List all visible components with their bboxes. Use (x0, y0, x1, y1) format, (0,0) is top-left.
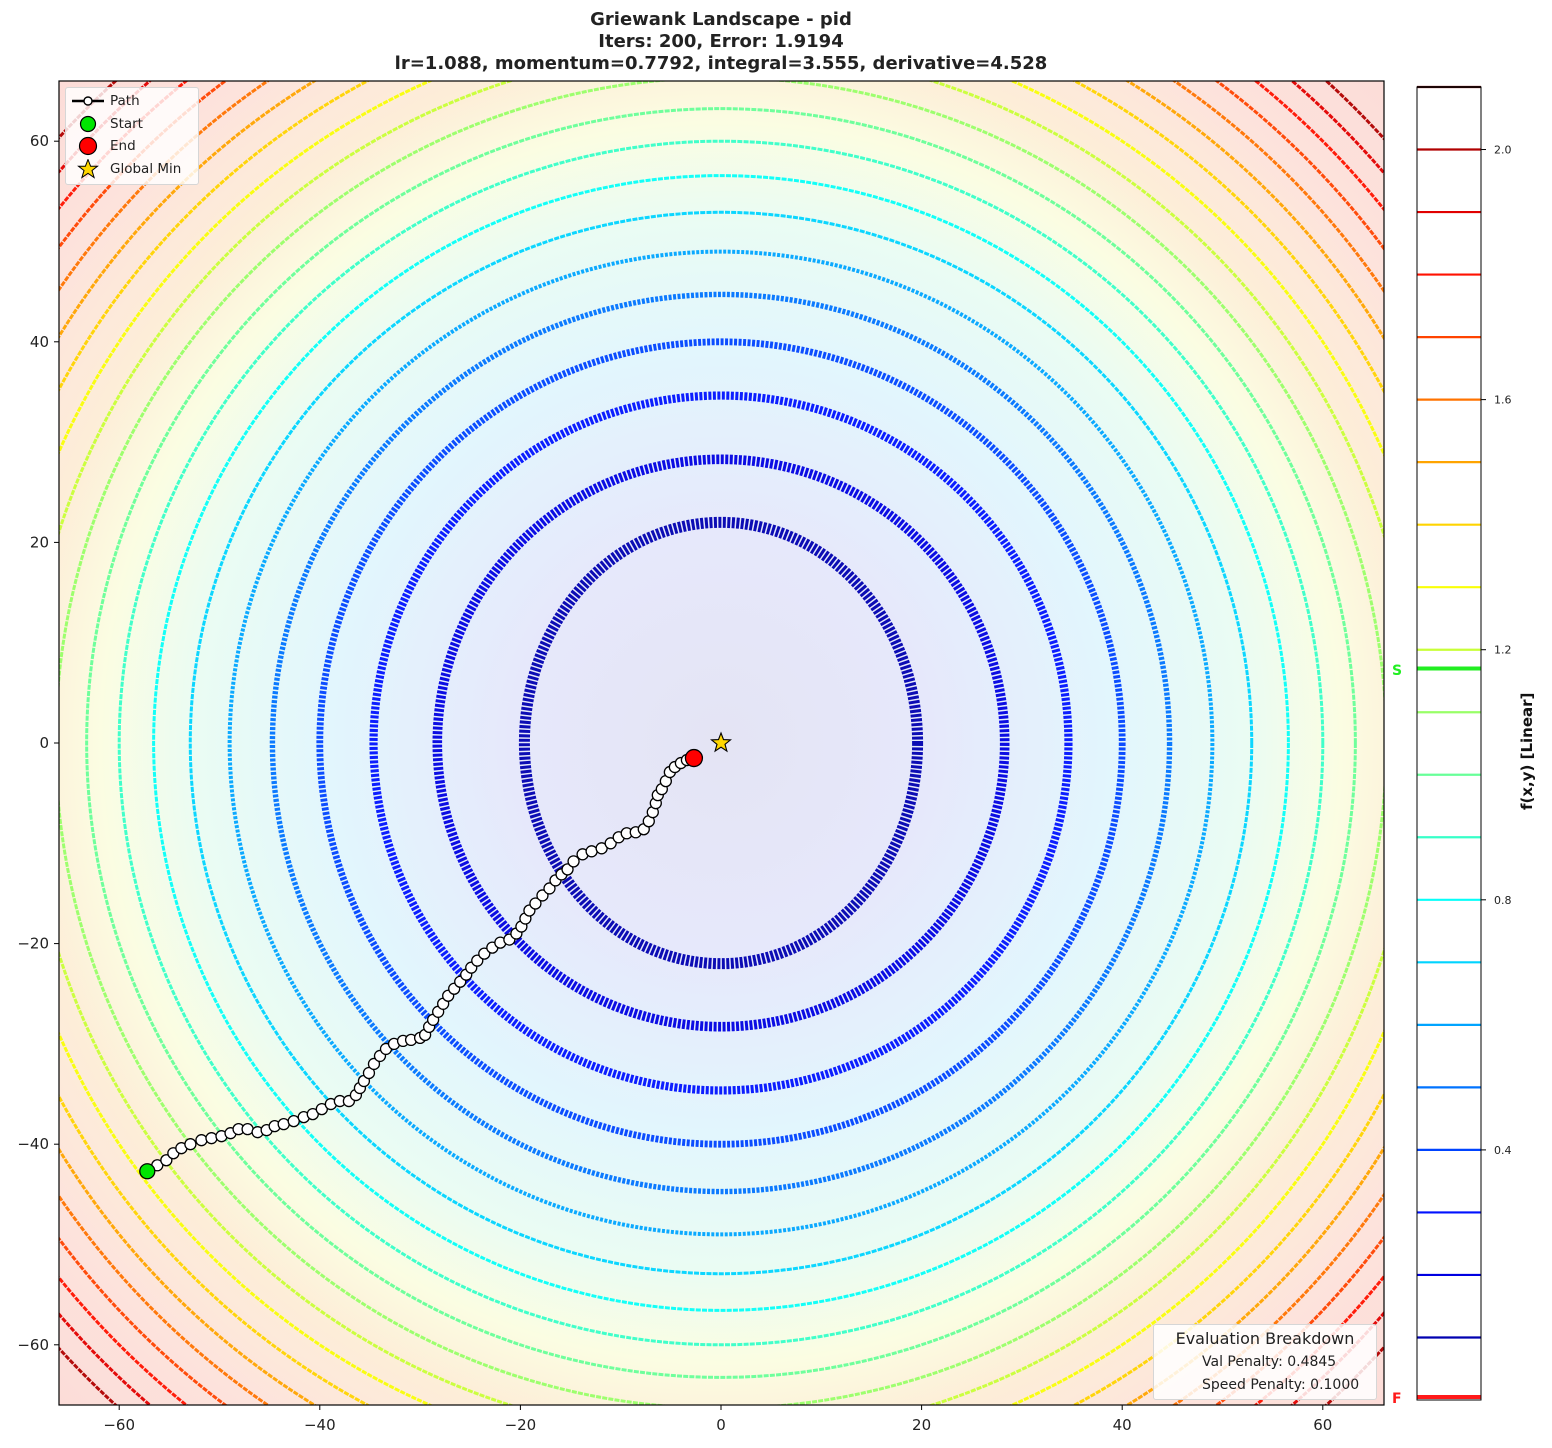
legend-label: Path (110, 93, 140, 109)
y-tick-label: −60 (17, 1336, 49, 1354)
path-point (277, 1117, 290, 1131)
legend-label: End (110, 138, 136, 154)
path-point (585, 845, 598, 858)
contour-ring (152, 174, 1290, 1312)
x-tick-label: −40 (304, 1416, 336, 1434)
red-circle-icon (66, 136, 110, 156)
contour-ring (85, 107, 1357, 1379)
x-tick-label: 60 (1313, 1416, 1332, 1434)
contour-ring (117, 139, 1325, 1347)
colorbar-frame (1416, 86, 1482, 1401)
contour-ring (518, 516, 924, 970)
contour-ring (432, 454, 1010, 1032)
x-tick-label: −60 (103, 1416, 135, 1434)
legend-item-global-min: Global Min (66, 158, 182, 179)
y-tick-label: 60 (30, 132, 49, 150)
path-point (287, 1114, 300, 1128)
x-axis: −60 −40 −20 0 20 40 60 (103, 1405, 1332, 1434)
colorbar-tick-label: 1.6 (1494, 394, 1512, 407)
legend-item-end: End (66, 136, 136, 156)
path-point (529, 897, 542, 910)
y-tick-label: 20 (30, 533, 49, 551)
colorbar-tick-label: 0.4 (1494, 1144, 1512, 1157)
chart-title-line2: Iters: 200, Error: 1.9194 (598, 31, 844, 52)
y-tick-label: −20 (17, 935, 49, 953)
path-point (241, 1123, 254, 1136)
green-circle-icon (66, 114, 110, 134)
contour-ring (227, 249, 1215, 1237)
x-tick-label: 0 (716, 1416, 726, 1434)
colorbar-tick-label: 1.2 (1494, 644, 1512, 657)
contour-ring (269, 291, 1173, 1195)
path-point (367, 1057, 381, 1071)
colorbar-start-marker: S (1392, 663, 1402, 679)
x-tick-label: 40 (1113, 1416, 1132, 1434)
y-tick-label: 0 (39, 734, 49, 752)
path-point (543, 882, 556, 895)
star-icon (66, 158, 110, 179)
path-point (184, 1138, 197, 1151)
chart-title-line3: lr=1.088, momentum=0.7792, integral=3.55… (394, 53, 1048, 74)
contour-ring (188, 210, 1254, 1276)
end-marker (684, 748, 704, 768)
x-tick-label: 20 (912, 1416, 931, 1434)
y-tick-label: −40 (17, 1135, 49, 1153)
legend-label: Global Min (110, 161, 182, 177)
path-point (561, 863, 574, 876)
speed-penalty: Speed Penalty: 0.1000 (1202, 1377, 1360, 1393)
colorbar-level-lines (1417, 85, 1481, 1399)
colorbar-label: f(x,y) [Linear] (1518, 692, 1536, 810)
colorbar-ticks: 2.0 1.6 1.2 0.8 0.4 (1481, 144, 1512, 1157)
contour-ring (316, 338, 1126, 1148)
path-point (478, 947, 491, 960)
evaluation-title: Evaluation Breakdown (1175, 1329, 1355, 1348)
legend-label: Start (110, 116, 143, 132)
val-penalty: Val Penalty: 0.4845 (1202, 1354, 1337, 1370)
chart-title-line1: Griewank Landscape - pid (590, 9, 852, 30)
legend-item-path: Path (66, 91, 140, 111)
contour-ring (369, 391, 1073, 1095)
colorbar: 2.0 1.6 1.2 0.8 0.4 S F (1392, 85, 1512, 1407)
start-marker (139, 1163, 156, 1180)
evaluation-breakdown-box: Evaluation Breakdown Val Penalty: 0.4845… (1153, 1324, 1377, 1400)
colorbar-tick-label: 2.0 (1494, 144, 1512, 157)
path-point (604, 837, 617, 850)
colorbar-body (1417, 87, 1481, 1400)
markers (139, 731, 732, 1180)
colorbar-final-marker: F (1392, 1391, 1402, 1407)
colorbar-tick-label: 0.8 (1494, 894, 1512, 907)
path-point (195, 1134, 208, 1147)
path-point (567, 855, 580, 868)
global-min-star (710, 731, 732, 753)
x-tick-label: −20 (505, 1416, 537, 1434)
y-axis: 60 40 20 0 −20 −40 −60 (17, 132, 59, 1354)
y-tick-label: 40 (30, 333, 49, 351)
legend: Path Start End Global Min (65, 87, 199, 185)
path-line-icon (66, 91, 110, 111)
path-point (205, 1132, 218, 1145)
legend-item-start: Start (66, 114, 143, 134)
